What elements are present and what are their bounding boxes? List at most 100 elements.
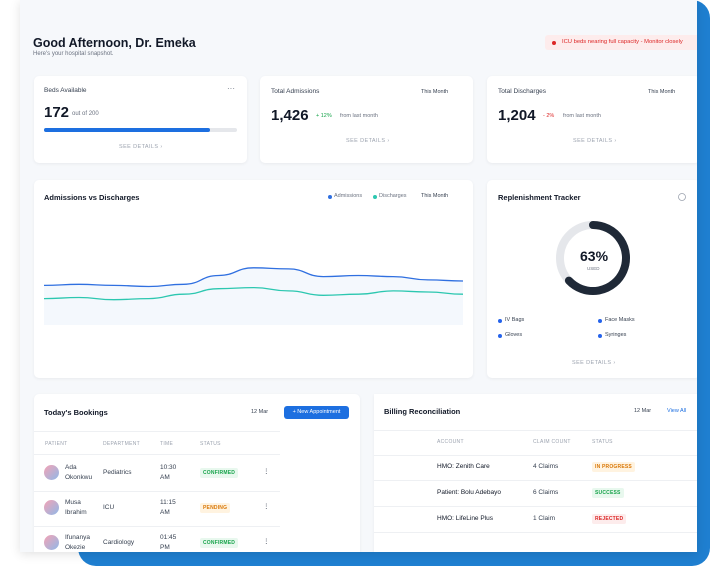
more-menu[interactable]: ··· bbox=[227, 84, 235, 93]
divider bbox=[374, 506, 697, 507]
alert: ICU beds nearing full capacity - Monitor… bbox=[545, 35, 697, 50]
column-header: TIME bbox=[160, 441, 174, 447]
change: + 12% bbox=[316, 113, 332, 119]
replenishment-card: Replenishment Tracker 63% USED IV Bags F… bbox=[487, 180, 697, 378]
status-badge: CONFIRMED bbox=[200, 538, 239, 548]
used-value: 63% bbox=[580, 248, 609, 264]
status-badge: IN PROGRESS bbox=[592, 462, 635, 472]
stat-of: out of 200 bbox=[72, 111, 99, 117]
time: 10:30 AM bbox=[160, 464, 177, 481]
stat-card: Total Discharges This Month 1,204 - 2% f… bbox=[487, 76, 697, 163]
info-icon[interactable] bbox=[677, 192, 687, 202]
date-filter[interactable]: 12 Mar bbox=[634, 408, 652, 414]
subtitle: Here's your hospital snapshot. bbox=[33, 51, 114, 57]
greeting: Good Afternoon, Dr. Emeka bbox=[33, 36, 196, 50]
card-title: Billing Reconciliation bbox=[384, 407, 461, 416]
item: Face Masks bbox=[605, 317, 635, 323]
avatar bbox=[44, 535, 59, 550]
column-header: DEPARTMENT bbox=[103, 441, 140, 447]
row-menu[interactable]: ⋮ bbox=[263, 538, 270, 545]
dashboard: Good Afternoon, Dr. Emeka Here's your ho… bbox=[20, 0, 697, 552]
time: 11:15 AM bbox=[160, 499, 176, 516]
stat-title: Total Admissions bbox=[271, 88, 320, 95]
bookings-card: Today's Bookings 12 Mar + New Appointmen… bbox=[34, 394, 360, 552]
change-note: from last month bbox=[340, 113, 378, 119]
patient-name[interactable]: Ada Okonkwu bbox=[65, 464, 93, 481]
of-text: out of bbox=[72, 111, 88, 117]
used-caption: USED bbox=[587, 266, 600, 271]
patient-name[interactable]: Ifunanya Okezie bbox=[65, 534, 90, 551]
progress-bar bbox=[44, 128, 210, 132]
account: HMO: LifeLine Plus bbox=[437, 515, 493, 522]
item-dot bbox=[498, 334, 502, 338]
status-badge: PENDING bbox=[200, 503, 231, 513]
divider bbox=[374, 480, 697, 481]
time: 01:45 PM bbox=[160, 534, 177, 551]
card-title: Replenishment Tracker bbox=[498, 193, 581, 202]
card-title: Today's Bookings bbox=[44, 408, 108, 417]
claim-count: 6 Claims bbox=[533, 489, 559, 496]
see-details[interactable]: SEE DETAILS › bbox=[572, 360, 616, 366]
stat-title: Total Discharges bbox=[498, 88, 547, 95]
item-dot bbox=[598, 334, 602, 338]
alert-text: ICU beds nearing full capacity - Monitor… bbox=[562, 39, 683, 45]
status-badge: REJECTED bbox=[592, 514, 627, 524]
avatar bbox=[44, 500, 59, 515]
claim-count: 4 Claims bbox=[533, 463, 559, 470]
series-line bbox=[43, 267, 464, 288]
item: IV Bags bbox=[505, 317, 525, 323]
date-filter[interactable]: 12 Mar bbox=[251, 409, 269, 415]
divider bbox=[374, 455, 697, 456]
claim-count: 1 Claim bbox=[533, 515, 556, 522]
column-header: PATIENT bbox=[45, 441, 68, 447]
status-badge: SUCCESS bbox=[592, 488, 624, 498]
chart-title: Admissions vs Discharges bbox=[44, 193, 140, 202]
progress-track bbox=[44, 128, 237, 132]
column-header: STATUS bbox=[592, 439, 613, 445]
new-appointment-button[interactable]: + New Appointment bbox=[284, 406, 349, 419]
billing-card: Billing Reconciliation 12 Mar View All A… bbox=[374, 394, 697, 552]
stat-card: Beds Available ··· 172 out of 200 SEE DE… bbox=[34, 76, 247, 163]
divider bbox=[374, 430, 697, 431]
view-all[interactable]: View All bbox=[667, 408, 687, 414]
divider bbox=[34, 454, 280, 455]
legend-label: Discharges bbox=[379, 193, 407, 199]
change-note: from last month bbox=[563, 113, 601, 119]
account: HMO: Zenith Care bbox=[437, 463, 490, 470]
see-details[interactable]: SEE DETAILS › bbox=[119, 144, 163, 150]
see-details[interactable]: SEE DETAILS › bbox=[346, 138, 390, 144]
stat-card: Total Admissions This Month 1,426 + 12% … bbox=[260, 76, 473, 163]
department: ICU bbox=[103, 504, 115, 511]
area bbox=[44, 267, 463, 325]
stat-value: 1,426 bbox=[271, 107, 309, 124]
line-chart bbox=[43, 267, 464, 325]
divider bbox=[374, 532, 697, 533]
total: 200 bbox=[88, 111, 99, 117]
filter[interactable]: This Month bbox=[421, 89, 449, 95]
status-badge: CONFIRMED bbox=[200, 468, 239, 478]
patient-name[interactable]: Musa Ibrahim bbox=[65, 499, 87, 516]
filter[interactable]: This Month bbox=[648, 89, 676, 95]
legend-label: Admissions bbox=[334, 193, 363, 199]
item-dot bbox=[598, 319, 602, 323]
see-details[interactable]: SEE DETAILS › bbox=[573, 138, 617, 144]
account: Patient: Bolu Adebayo bbox=[437, 489, 501, 496]
stat-value: 1,204 bbox=[498, 107, 536, 124]
column-header: STATUS bbox=[200, 441, 221, 447]
item: Gloves bbox=[505, 332, 523, 338]
legend-dot bbox=[373, 195, 377, 199]
column-header: CLAIM COUNT bbox=[533, 439, 571, 445]
divider bbox=[34, 526, 280, 527]
alert-dot bbox=[552, 40, 556, 45]
divider bbox=[34, 431, 280, 432]
stat-title: Beds Available bbox=[44, 87, 87, 94]
legend-dot bbox=[328, 195, 332, 199]
stat-value: 172 bbox=[44, 104, 70, 121]
row-menu[interactable]: ⋮ bbox=[263, 503, 270, 510]
donut bbox=[556, 221, 630, 295]
filter[interactable]: This Month bbox=[421, 193, 449, 199]
divider bbox=[34, 491, 280, 492]
item-dot bbox=[498, 319, 502, 323]
row-menu[interactable]: ⋮ bbox=[263, 468, 270, 475]
